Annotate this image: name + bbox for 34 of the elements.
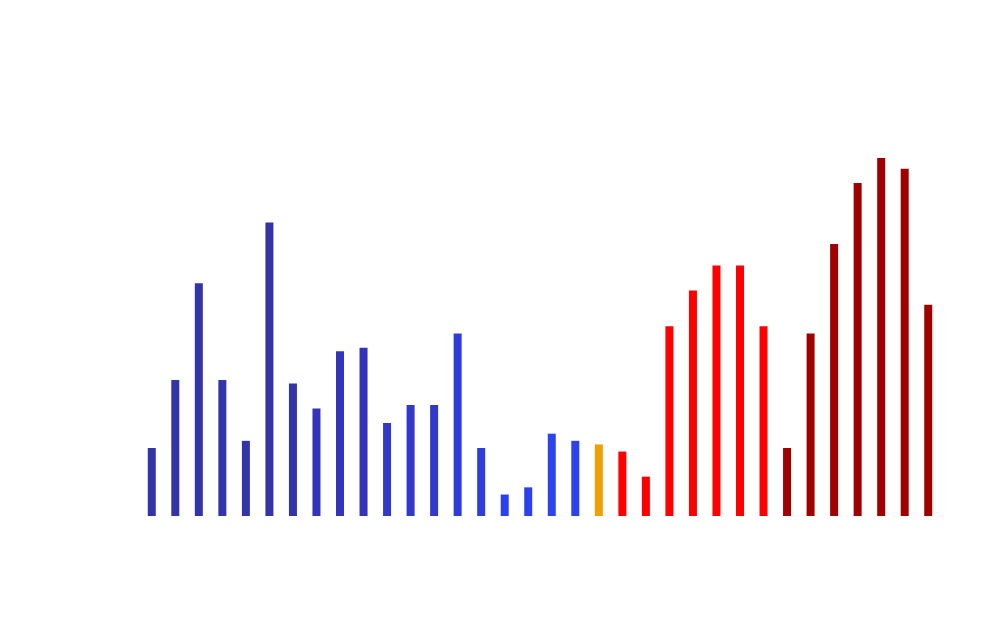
- bar: [524, 487, 533, 516]
- bar: [759, 326, 768, 516]
- bar: [288, 383, 297, 516]
- bar: [547, 433, 556, 516]
- bar: [453, 333, 462, 516]
- bar: [500, 494, 509, 516]
- bar: [712, 265, 721, 516]
- bar: [806, 333, 815, 516]
- bar: [147, 447, 156, 516]
- bar: [877, 158, 886, 516]
- bar: [241, 440, 250, 516]
- bar: [336, 351, 344, 516]
- bar: [383, 422, 392, 516]
- bar: [265, 222, 274, 516]
- bar: [594, 444, 603, 516]
- bar: [688, 290, 697, 516]
- bar: [736, 265, 744, 516]
- bar: [430, 405, 439, 516]
- bar: [853, 183, 862, 516]
- bar: [312, 408, 321, 516]
- bar: [171, 379, 180, 516]
- bar: [359, 347, 368, 516]
- bar: [830, 243, 839, 516]
- bar: [641, 476, 650, 516]
- bar: [900, 168, 909, 516]
- bar: [477, 447, 486, 516]
- bar: [218, 379, 227, 516]
- bar: [924, 304, 933, 516]
- bar: [665, 326, 674, 516]
- bar: [194, 283, 203, 516]
- bar: [783, 447, 792, 516]
- bar: [406, 405, 415, 516]
- bar: [618, 451, 627, 516]
- bar: [571, 440, 580, 516]
